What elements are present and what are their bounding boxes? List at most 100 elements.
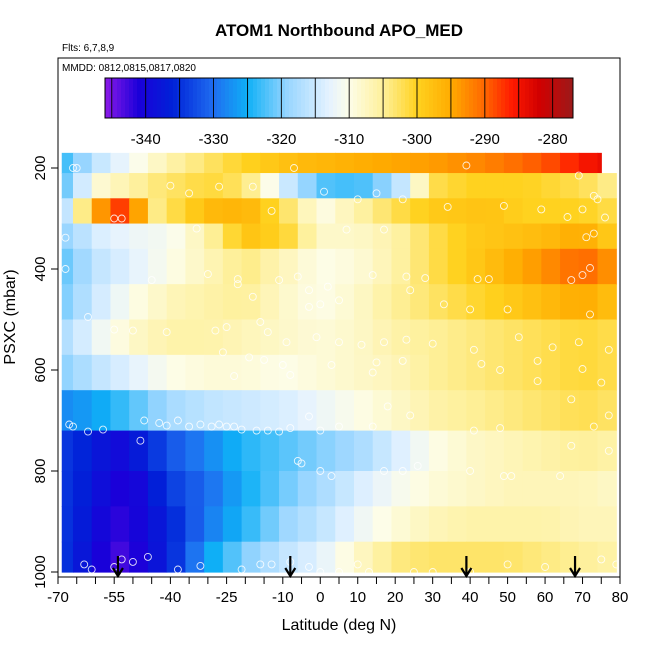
- heatmap-cell: [204, 506, 224, 543]
- colorbar-cell: [365, 78, 370, 118]
- heatmap-cell: [316, 390, 336, 432]
- heatmap-cell: [578, 430, 599, 472]
- heatmap-cell: [166, 319, 186, 356]
- heatmap-cell: [222, 152, 243, 174]
- observation-point: [402, 335, 411, 344]
- observation-point: [110, 214, 119, 223]
- heatmap-cell: [204, 541, 224, 573]
- heatmap-cell: [72, 319, 93, 356]
- observation-point: [327, 472, 336, 481]
- heatmap-cell: [297, 390, 318, 432]
- heatmap-cell: [222, 248, 243, 285]
- observation-point: [117, 214, 126, 223]
- observation-point: [601, 213, 609, 222]
- observation-point: [61, 265, 70, 273]
- plot-area: MMDD: 0812,0815,0817,0820: [57, 57, 621, 579]
- heatmap-cell: [129, 354, 149, 391]
- observation-point: [185, 189, 194, 198]
- heatmap-cell: [260, 198, 280, 225]
- colorbar-cell: [153, 78, 158, 118]
- heatmap-cell: [578, 471, 599, 507]
- heatmap-cell: [316, 284, 336, 321]
- arrow-markers: [112, 556, 581, 579]
- heatmap-cell: [410, 506, 430, 543]
- flights-note: Flts: 6,7,8,9: [62, 43, 115, 54]
- heatmap-cell: [316, 471, 336, 507]
- observation-point: [533, 356, 542, 365]
- heatmap-cell: [410, 471, 430, 507]
- heatmap-cell: [597, 319, 617, 356]
- observation-point: [237, 565, 246, 574]
- heatmap-cell: [260, 354, 280, 391]
- observation-point: [406, 411, 415, 420]
- colorbar-cell: [553, 78, 558, 118]
- heatmap-cell: [335, 284, 355, 321]
- heatmap-cell: [485, 223, 505, 250]
- heatmap-cell: [466, 390, 486, 432]
- heatmap-cell: [560, 248, 580, 285]
- heatmap-cell: [485, 354, 505, 391]
- heatmap-cell: [91, 223, 112, 250]
- heatmap-cell: [316, 506, 336, 543]
- observation-point: [128, 326, 137, 335]
- heatmap-cell: [110, 173, 130, 199]
- colorbar-cell: [157, 78, 162, 118]
- observation-point: [578, 205, 587, 214]
- colorbar-cell: [289, 78, 294, 118]
- heatmap-cell: [391, 471, 411, 507]
- heatmap-cell: [353, 248, 374, 285]
- heatmap-cell: [522, 506, 542, 543]
- heatmap-cell: [560, 319, 580, 356]
- colorbar-tick-label: -310: [334, 131, 364, 148]
- heatmap-cell: [204, 152, 224, 174]
- colorbar-cell: [249, 78, 254, 118]
- colorbar-cell: [301, 78, 306, 118]
- heatmap-cell: [129, 198, 149, 225]
- colorbar-cell: [321, 78, 326, 118]
- heatmap-cell: [466, 430, 486, 472]
- heatmap-cell: [372, 223, 393, 250]
- heatmap-cell: [541, 284, 561, 321]
- heatmap-cell: [353, 430, 374, 472]
- heatmap-cell: [391, 223, 411, 250]
- heatmap-cell: [61, 354, 74, 391]
- heatmap-cell: [428, 284, 449, 321]
- y-tick-label: 200: [32, 155, 49, 180]
- heatmap-cell: [166, 541, 186, 573]
- heatmap-cell: [353, 354, 374, 391]
- colorbar-cell: [357, 78, 362, 118]
- observation-point: [484, 275, 493, 284]
- heatmap-cell: [541, 471, 561, 507]
- observation-point: [173, 416, 182, 425]
- observation-point: [586, 310, 594, 319]
- heatmap-cell: [503, 506, 524, 543]
- heatmap-cell: [353, 471, 374, 507]
- colorbar-cell: [113, 78, 118, 118]
- heatmap-cell: [72, 223, 93, 250]
- heatmap-cell: [185, 471, 205, 507]
- heatmap-cell: [61, 471, 74, 507]
- heatmap-cell: [185, 506, 205, 543]
- heatmap-cell: [222, 541, 243, 573]
- heatmap-cell: [72, 248, 93, 285]
- heatmap-cell: [335, 430, 355, 472]
- heatmap-cell: [522, 173, 542, 199]
- heatmap-cell: [503, 173, 524, 199]
- colorbar-cell: [149, 78, 154, 118]
- heatmap-cell: [578, 319, 599, 356]
- heatmap-cell: [428, 223, 449, 250]
- heatmap-cell: [372, 173, 393, 199]
- colorbar-gradient: [105, 78, 574, 118]
- heatmap-cell: [503, 319, 524, 356]
- observation-point: [297, 459, 306, 468]
- heatmap-cell: [316, 354, 336, 391]
- colorbar-cell: [105, 78, 110, 118]
- observation-point: [222, 323, 231, 332]
- colorbar-cell: [545, 78, 550, 118]
- heatmap-cell: [129, 248, 149, 285]
- colorbar-cell: [373, 78, 378, 118]
- colorbar-cell: [205, 78, 210, 118]
- colorbar-cell: [333, 78, 338, 118]
- heatmap-cell: [260, 223, 280, 250]
- colorbar-cell: [521, 78, 526, 118]
